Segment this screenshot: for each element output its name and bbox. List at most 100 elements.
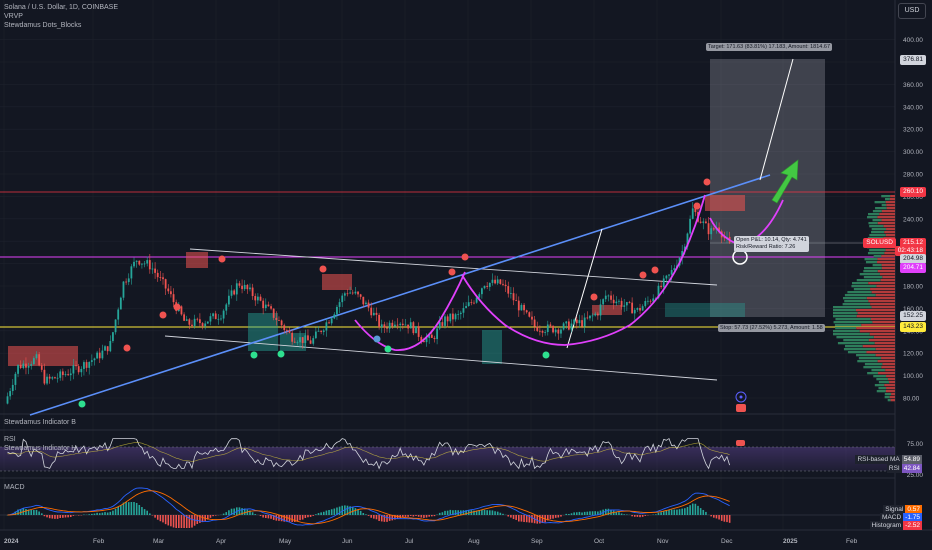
macd-hist-bar	[30, 510, 33, 515]
candle-body	[433, 337, 436, 340]
candle-body	[241, 285, 243, 290]
volume-bar-down	[883, 225, 895, 228]
candle-body	[478, 294, 481, 298]
candle-body	[444, 316, 446, 326]
macd-hist-bar	[27, 509, 30, 515]
macd-hist-bar	[512, 515, 515, 520]
candle-body	[109, 341, 112, 352]
time-tick-label: Feb	[93, 538, 105, 545]
candle-body	[386, 327, 388, 329]
candle-body	[164, 279, 167, 289]
macd-hist-bar	[201, 515, 204, 523]
candle-body	[138, 260, 141, 265]
candle-body	[723, 237, 726, 239]
macd-hist-bar	[259, 515, 262, 517]
macd-hist-bar	[496, 511, 499, 515]
macd-hist-bar	[59, 515, 62, 519]
macd-hist-bar	[386, 515, 388, 522]
macd-hist-bar	[167, 515, 170, 526]
macd-hist-bar	[293, 515, 296, 522]
macd-hist-bar	[125, 502, 127, 515]
macd-hist-bar	[214, 515, 217, 516]
macd-label[interactable]: MACD	[4, 484, 25, 491]
macd-hist-bar	[344, 505, 346, 515]
calendar-icon[interactable]	[736, 404, 746, 412]
macd-hist-bar	[402, 515, 404, 518]
macd-hist-bar	[69, 515, 72, 518]
macd-hist-bar	[502, 513, 504, 515]
candle-body	[246, 284, 249, 290]
entry-price-tag: 204.98	[900, 254, 926, 264]
macd-hist-bar	[473, 510, 475, 515]
macd-hist-bar	[728, 515, 731, 523]
volume-bar-up	[833, 309, 856, 312]
green-dot	[373, 335, 381, 343]
volume-bar-down	[881, 366, 895, 369]
volume-bar-up	[847, 291, 872, 294]
macd-hist-bar	[525, 515, 528, 523]
time-tick-label: Jun	[342, 538, 353, 545]
volume-bar-down	[866, 297, 895, 300]
candle-body	[417, 326, 420, 337]
macd-hist-bar	[462, 510, 465, 515]
candle-body	[304, 335, 307, 343]
calendar-icon-small[interactable]	[736, 440, 745, 446]
indicator-b-label[interactable]: Stewdamus Indicator B	[4, 419, 76, 426]
macd-hist-bar	[199, 515, 201, 523]
macd-hist-bar	[77, 515, 80, 516]
macd-hist-bar	[14, 511, 17, 515]
indicator-vrvp-label[interactable]: VRVP	[4, 13, 23, 20]
candle-body	[220, 318, 222, 320]
macd-hist-bar	[228, 510, 230, 515]
macd-hist-bar	[581, 512, 583, 515]
volume-profile	[833, 195, 895, 402]
red-dot	[693, 202, 701, 210]
candle-body	[238, 283, 241, 286]
volume-bar-down	[877, 360, 895, 363]
candle-body	[330, 318, 333, 324]
macd-hist-bar	[507, 515, 510, 517]
red-dot	[218, 255, 226, 263]
volume-bar-down	[884, 252, 895, 255]
volume-bar-down	[887, 378, 895, 381]
macd-hist-bar	[626, 514, 628, 515]
candle-body	[296, 342, 299, 344]
macd-hist-bar	[185, 515, 188, 528]
candle-body	[499, 279, 502, 284]
rsi-label[interactable]: RSI	[4, 436, 16, 443]
candle-body	[46, 376, 48, 384]
macd-hist-bar	[141, 507, 143, 515]
candle-body	[328, 322, 330, 324]
indicator-h-label[interactable]: Stewdamus Indicator H	[4, 445, 77, 452]
green-zone-nov	[665, 303, 745, 317]
candle-body	[520, 304, 523, 311]
indicator-dots-blocks-label[interactable]: Stewdamus Dots_Blocks	[4, 22, 82, 29]
candle-body	[141, 263, 143, 265]
candle-body	[502, 283, 504, 285]
candle-body	[415, 326, 417, 334]
macd-hist-bar	[48, 515, 51, 519]
candle-body	[272, 308, 275, 318]
time-tick-label: Dec	[721, 538, 733, 545]
macd-hist-bar	[589, 511, 591, 515]
candle-body	[338, 302, 341, 307]
macd-hist-bar	[233, 508, 235, 515]
currency-button[interactable]: USD	[898, 3, 926, 19]
macd-hist-bar	[212, 515, 214, 517]
alert-icon[interactable]	[735, 391, 747, 403]
volume-bar-up	[874, 201, 886, 204]
candle-body	[122, 281, 125, 298]
macd-hist-bar	[62, 515, 64, 518]
candle-body	[625, 302, 628, 306]
candle-body	[644, 301, 647, 307]
candle-body	[249, 287, 251, 290]
macd-hist-bar	[272, 515, 275, 520]
price-tick-label: 320.00	[903, 127, 923, 134]
volume-bar-down	[878, 372, 895, 375]
candle-body	[562, 323, 565, 330]
macd-hist-bar	[489, 510, 491, 515]
rsi-line	[7, 437, 730, 470]
macd-hist-bar	[684, 508, 686, 515]
candle-body	[148, 260, 151, 270]
